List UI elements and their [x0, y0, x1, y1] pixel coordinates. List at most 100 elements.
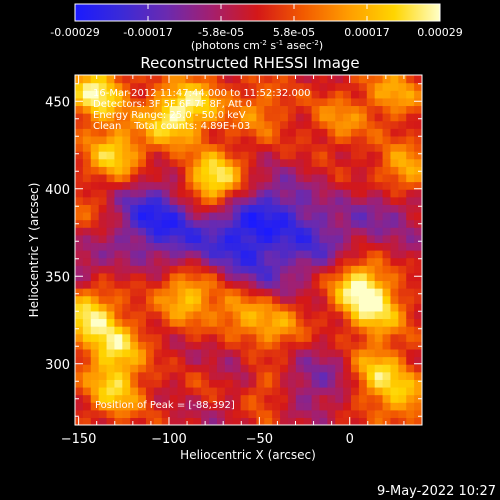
heatmap-cell — [240, 204, 250, 213]
heatmap-cell — [256, 265, 265, 274]
heatmap-cell — [327, 196, 336, 205]
heatmap-cell — [264, 204, 273, 213]
heatmap-cell — [280, 135, 289, 145]
heatmap-cell — [406, 158, 415, 167]
heatmap-cell — [414, 303, 422, 312]
heatmap-cell — [169, 303, 179, 312]
heatmap-cell — [122, 143, 131, 152]
heatmap-cell — [319, 379, 328, 388]
heatmap-cell — [216, 219, 226, 228]
heatmap-cell — [153, 90, 163, 99]
heatmap-cell — [351, 348, 360, 358]
heatmap-cell — [303, 120, 313, 129]
heatmap-cell — [287, 379, 297, 388]
heatmap-cell — [406, 234, 415, 243]
heatmap-cell — [272, 242, 281, 251]
heatmap-cell — [216, 120, 226, 129]
heatmap-cell — [114, 417, 123, 425]
heatmap-cell — [90, 242, 100, 251]
heatmap-cell — [106, 265, 116, 274]
heatmap-cell — [335, 97, 344, 107]
heatmap-cell — [311, 303, 321, 312]
heatmap-cell — [153, 348, 163, 358]
heatmap-cell — [138, 356, 147, 365]
heatmap-cell — [272, 288, 281, 297]
heatmap-cell — [106, 371, 116, 380]
heatmap-cell — [130, 257, 139, 266]
heatmap-cell — [240, 128, 250, 137]
heatmap-cell — [335, 402, 344, 411]
heatmap-cell — [264, 173, 273, 183]
heatmap-cell — [264, 181, 273, 190]
heatmap-cell — [122, 113, 131, 122]
heatmap-cell — [264, 280, 273, 289]
heatmap-cell — [272, 318, 281, 327]
heatmap-cell — [343, 409, 352, 418]
heatmap-cell — [145, 173, 155, 183]
heatmap-cell — [216, 181, 226, 190]
heatmap-cell — [248, 417, 257, 425]
heatmap-cell — [185, 348, 194, 358]
heatmap-cell — [240, 158, 250, 167]
heatmap-cell — [216, 234, 226, 243]
heatmap-cell — [287, 303, 297, 312]
heatmap-cell — [90, 234, 100, 243]
heatmap-cell — [106, 288, 116, 297]
heatmap-cell — [224, 394, 234, 403]
heatmap-cell — [185, 295, 194, 304]
heatmap-cell — [193, 113, 202, 122]
heatmap-cell — [406, 303, 415, 312]
heatmap-cell — [287, 181, 297, 190]
heatmap-cell — [201, 394, 210, 403]
heatmap-cell — [295, 234, 305, 243]
heatmap-cell — [240, 75, 250, 84]
heatmap-cell — [390, 227, 399, 236]
heatmap-cell — [335, 257, 344, 266]
heatmap-cell — [130, 105, 139, 114]
heatmap-cell — [106, 356, 116, 365]
heatmap-cell — [209, 402, 218, 411]
render-timestamp: 9-May-2022 10:27 — [377, 484, 496, 499]
heatmap-cell — [232, 303, 242, 312]
heatmap-cell — [114, 196, 123, 205]
heatmap-cell — [398, 135, 407, 145]
heatmap-cell — [145, 97, 155, 107]
heatmap-cell — [264, 265, 273, 274]
heatmap-cell — [98, 318, 108, 327]
heatmap-cell — [248, 288, 257, 297]
heatmap-cell — [390, 75, 399, 84]
heatmap-cell — [161, 151, 171, 160]
heatmap-cell — [390, 135, 399, 145]
heatmap-cell — [287, 257, 297, 266]
heatmap-cell — [351, 326, 360, 335]
heatmap-cell — [153, 113, 163, 122]
heatmap-cell — [366, 257, 376, 266]
heatmap-cell — [106, 166, 116, 175]
heatmap-cell — [256, 348, 265, 358]
heatmap-cell — [358, 204, 368, 213]
heatmap-cell — [145, 181, 155, 190]
heatmap-cell — [75, 250, 84, 259]
heatmap-cell — [272, 128, 281, 137]
heatmap-cell — [264, 341, 273, 350]
heatmap-cell — [224, 166, 234, 175]
heatmap-cell — [98, 265, 108, 274]
heatmap-cell — [272, 364, 281, 373]
heatmap-cell — [145, 417, 155, 425]
heatmap-cell — [224, 196, 234, 205]
heatmap-cell — [216, 371, 226, 380]
heatmap-cell — [153, 105, 163, 114]
heatmap-cell — [248, 234, 257, 243]
heatmap-cell — [335, 196, 344, 205]
heatmap-cell — [185, 288, 194, 297]
heatmap-cell — [145, 379, 155, 388]
heatmap-cell — [114, 211, 123, 221]
heatmap-cell — [122, 204, 131, 213]
heatmap-cell — [382, 417, 392, 425]
heatmap-cell — [374, 356, 384, 365]
heatmap-cell — [327, 105, 336, 114]
heatmap-cell — [224, 341, 234, 350]
heatmap-cell — [406, 310, 415, 320]
heatmap-cell — [406, 326, 415, 335]
